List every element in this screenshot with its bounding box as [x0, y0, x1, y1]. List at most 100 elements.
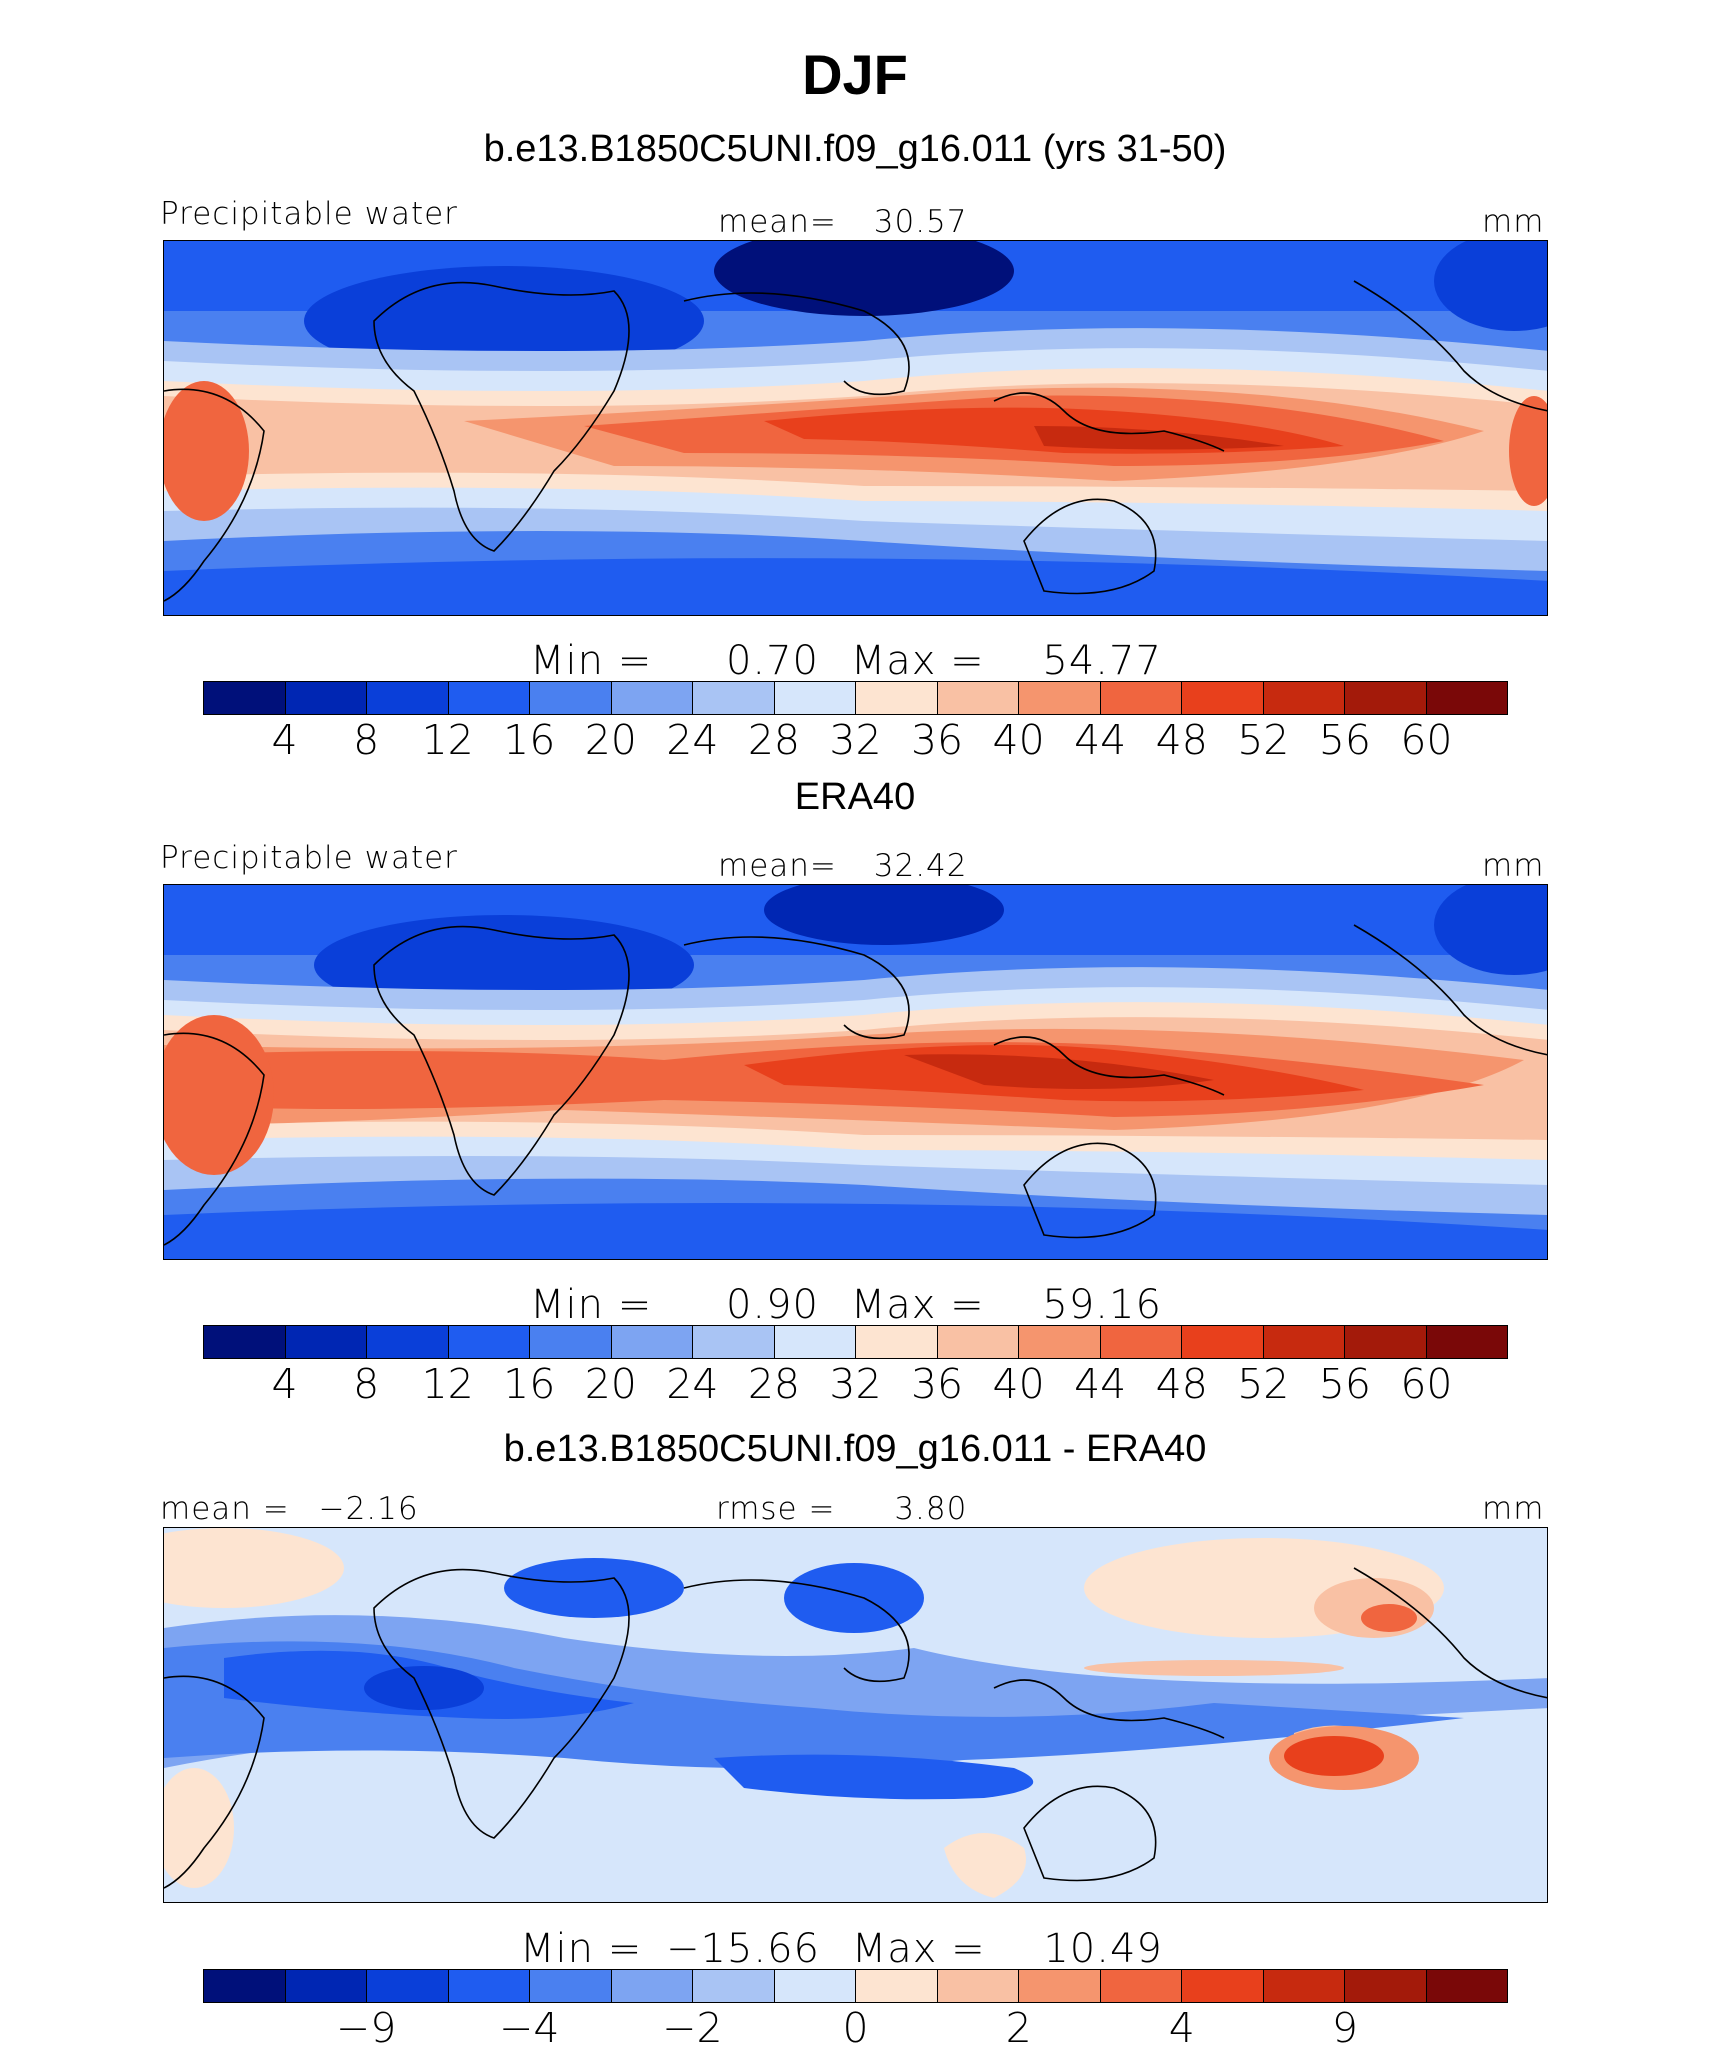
colorbar-swatch [1345, 682, 1427, 714]
colorbar-tick-label: 2 [1005, 2004, 1032, 2052]
panel-2-mean-value: 32.42 [873, 848, 968, 884]
panel-1-mean-value: 30.57 [873, 204, 968, 240]
colorbar-swatch [1019, 682, 1101, 714]
panel-2-min-label: Min = [530, 1282, 653, 1328]
colorbar-swatch [204, 1326, 286, 1358]
colorbar-tick-label: 0 [842, 2004, 869, 2052]
colorbar-tick-label: 52 [1237, 716, 1290, 764]
panel-2-mean-text: mean= [718, 848, 837, 884]
panel-2-max-value: 59.16 [1042, 1282, 1162, 1328]
panel-3-rmse-text: rmse = [716, 1491, 836, 1527]
colorbar-tick-label: 4 [1168, 2004, 1195, 2052]
colorbar-swatch [1100, 1326, 1182, 1358]
colorbar-swatch [1426, 1970, 1507, 2002]
colorbar-swatch [937, 1970, 1019, 2002]
panel-3-rmse-value: 3.80 [894, 1491, 968, 1527]
colorbar-swatch [285, 1970, 367, 2002]
colorbar-swatch [204, 682, 286, 714]
panel-2-min-max: Min = 0.90 Max = 59.16 [530, 1282, 1162, 1328]
panel-1-mean-text: mean= [718, 204, 837, 240]
panel-2-max-label: Max = [850, 1282, 985, 1328]
colorbar-tick-label: 44 [1074, 716, 1127, 764]
panel-3-colorbar [203, 1969, 1508, 2003]
colorbar-tick-label: 48 [1155, 716, 1208, 764]
panel-2-min-value: 0.90 [725, 1282, 819, 1328]
panel-3-min-value: −15.66 [665, 1926, 820, 1972]
panel-1-variable-label: Precipitable water [160, 196, 458, 232]
colorbar-swatch [693, 1970, 775, 2002]
colorbar-swatch [530, 1326, 612, 1358]
panel-3-units: mm [1482, 1491, 1545, 1527]
panel-2-mean-label: mean= 32.42 [718, 848, 968, 884]
colorbar-tick-label: 28 [747, 716, 801, 764]
colorbar-swatch [285, 1326, 367, 1358]
colorbar-tick-label: 56 [1318, 1360, 1371, 1408]
panel-3-map-svg [164, 1528, 1547, 1902]
colorbar-swatch [611, 1326, 693, 1358]
panel-1-mean-label: mean= 30.57 [718, 204, 968, 240]
colorbar-swatch [1100, 682, 1182, 714]
colorbar-swatch [1345, 1326, 1427, 1358]
colorbar-tick-label: 24 [666, 716, 719, 764]
colorbar-swatch [204, 1970, 286, 2002]
panel-1-map-svg [164, 241, 1547, 615]
panel-2-units: mm [1482, 848, 1545, 884]
colorbar-swatch [937, 682, 1019, 714]
panel-2-map-svg [164, 885, 1547, 1259]
colorbar-swatch [1182, 1970, 1264, 2002]
colorbar-swatch [1263, 1970, 1345, 2002]
panel-3-rmse-label: rmse = 3.80 [716, 1491, 967, 1527]
panel-1-max-value: 54.77 [1042, 638, 1162, 684]
colorbar-swatch [367, 1970, 449, 2002]
colorbar-tick-label: 8 [353, 1360, 380, 1408]
colorbar-swatch [1426, 682, 1507, 714]
colorbar-swatch [448, 1326, 530, 1358]
panel-1-min-label: Min = [530, 638, 653, 684]
colorbar-swatch [1019, 1970, 1101, 2002]
colorbar-tick-label: 9 [1331, 2004, 1358, 2052]
colorbar-tick-label: 36 [910, 1360, 964, 1408]
colorbar-swatch [693, 682, 775, 714]
colorbar-swatch [448, 1970, 530, 2002]
colorbar-swatch [530, 682, 612, 714]
colorbar-tick-label: 24 [666, 1360, 719, 1408]
panel-3-title: b.e13.B1850C5UNI.f09_g16.011 - ERA40 [503, 1428, 1207, 1470]
colorbar-tick-label: 20 [584, 1360, 637, 1408]
panel-3-mean-value: −2.16 [318, 1491, 419, 1527]
panel-3-mean-text: mean = [160, 1491, 290, 1527]
panel-3-map [163, 1527, 1548, 1903]
panel-1-map [163, 240, 1548, 616]
panel-1-max-label: Max = [850, 638, 985, 684]
panel-2-title: ERA40 [794, 776, 916, 818]
colorbar-tick-label: 12 [421, 1360, 474, 1408]
figure-title: DJF [802, 43, 908, 106]
colorbar-tick-label: 32 [829, 1360, 882, 1408]
colorbar-tick-label: 56 [1318, 716, 1371, 764]
colorbar-swatch [1345, 1970, 1427, 2002]
panel-2-map [163, 884, 1548, 1260]
colorbar-swatch [774, 1326, 856, 1358]
colorbar-tick-label: 12 [421, 716, 474, 764]
colorbar-tick-label: −4 [499, 2004, 560, 2052]
colorbar-swatch [1182, 682, 1264, 714]
panel-1-colorbar [203, 681, 1508, 715]
colorbar-tick-label: 40 [992, 1360, 1045, 1408]
colorbar-tick-label: 8 [353, 716, 380, 764]
colorbar-tick-label: 60 [1400, 1360, 1453, 1408]
colorbar-swatch [1100, 1970, 1182, 2002]
panel-3-max-value: 10.49 [1043, 1926, 1163, 1972]
colorbar-tick-label: −2 [662, 2004, 723, 2052]
colorbar-tick-label: 4 [271, 1360, 298, 1408]
panel-1-title: b.e13.B1850C5UNI.f09_g16.011 (yrs 31-50) [483, 128, 1227, 170]
colorbar-swatch [856, 682, 938, 714]
colorbar-tick-label: 52 [1237, 1360, 1290, 1408]
panel-3-max-label: Max = [851, 1926, 986, 1972]
panel-3-min-max: Min = −15.66 Max = 10.49 [520, 1926, 1163, 1972]
colorbar-swatch [448, 682, 530, 714]
colorbar-swatch [856, 1970, 938, 2002]
colorbar-swatch [937, 1326, 1019, 1358]
colorbar-swatch [611, 1970, 693, 2002]
colorbar-tick-label: 28 [747, 1360, 801, 1408]
colorbar-tick-label: 16 [503, 1360, 556, 1408]
colorbar-tick-label: 60 [1400, 716, 1453, 764]
